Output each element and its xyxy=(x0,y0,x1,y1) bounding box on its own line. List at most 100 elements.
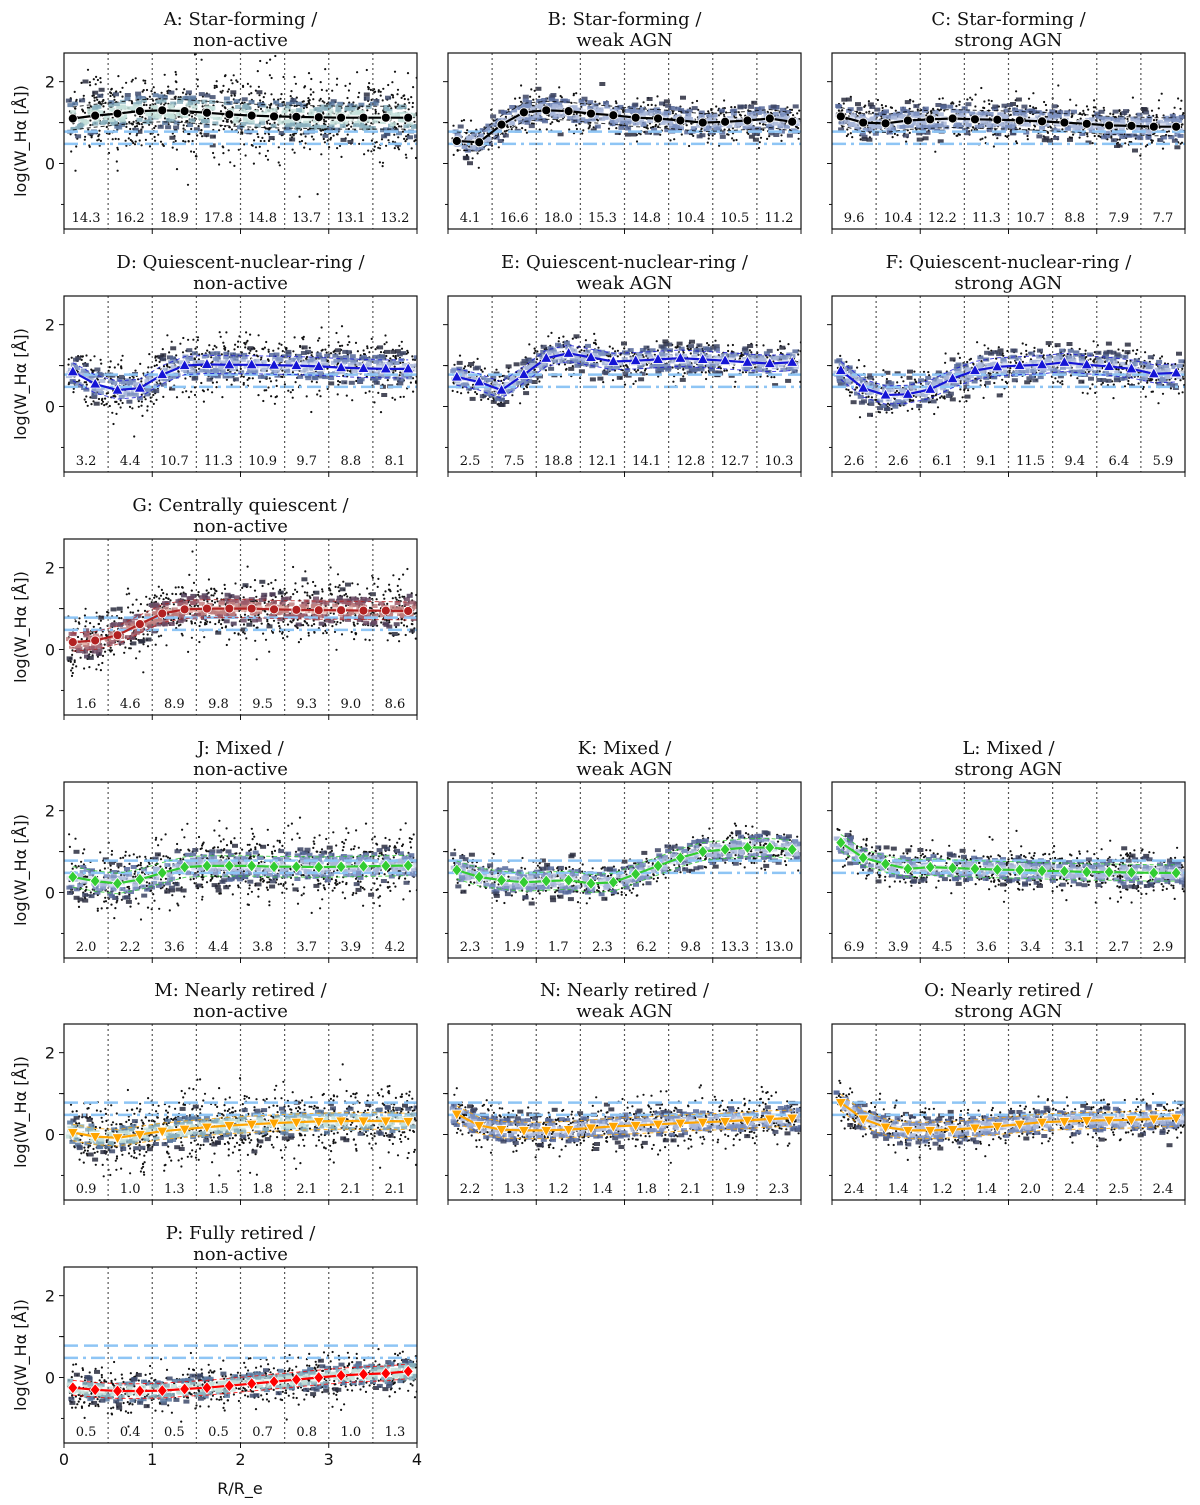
scatter-point xyxy=(171,132,174,135)
density-cell xyxy=(1085,140,1092,145)
scatter-point xyxy=(320,88,323,91)
scatter-point xyxy=(191,139,194,143)
scatter-point xyxy=(762,123,765,126)
density-cell xyxy=(705,113,712,118)
scatter-point xyxy=(279,97,282,100)
scatter-point xyxy=(1046,131,1050,134)
density-cell xyxy=(189,367,196,372)
density-cell xyxy=(110,121,117,126)
scatter-point xyxy=(312,91,315,94)
scatter-point xyxy=(206,349,209,352)
scatter-point xyxy=(308,127,311,130)
scatter-point xyxy=(400,340,403,343)
density-cell xyxy=(1049,114,1056,119)
scatter-point xyxy=(387,139,390,142)
density-cell xyxy=(784,115,790,120)
scatter-point xyxy=(1152,119,1156,122)
count-label: 14.3 xyxy=(72,211,101,226)
density-cell xyxy=(985,122,992,127)
density-cell xyxy=(268,136,275,140)
density-cell xyxy=(284,126,291,131)
density-cell xyxy=(296,355,303,360)
scatter-point xyxy=(225,378,228,381)
density-cell xyxy=(210,113,217,118)
density-cell xyxy=(114,124,121,129)
density-cell xyxy=(1112,109,1119,114)
scatter-point xyxy=(399,371,402,374)
scatter-point xyxy=(243,143,246,146)
scatter-point xyxy=(1079,117,1082,120)
scatter-point xyxy=(362,139,365,142)
density-cell xyxy=(165,125,172,130)
density-cell xyxy=(203,123,210,128)
scatter-point xyxy=(671,112,675,115)
scatter-point xyxy=(293,75,296,79)
median-marker xyxy=(653,113,663,124)
scatter-point xyxy=(291,148,294,151)
scatter-point xyxy=(213,84,216,87)
scatter-point xyxy=(635,140,639,143)
density-cell xyxy=(511,108,518,113)
density-cell xyxy=(413,355,417,360)
density-cell xyxy=(1033,120,1040,125)
scatter-point xyxy=(92,94,95,97)
density-cell xyxy=(1021,113,1028,118)
scatter-point xyxy=(556,119,559,122)
density-cell xyxy=(916,120,923,125)
density-cell xyxy=(299,103,306,108)
median-marker xyxy=(474,137,485,148)
density-cell xyxy=(282,108,289,112)
scatter-point xyxy=(397,136,400,139)
density-cell xyxy=(461,144,468,149)
scatter-point xyxy=(146,409,149,412)
density-cell xyxy=(209,351,216,356)
scatter-point xyxy=(167,50,169,52)
density-cell xyxy=(79,98,86,103)
median-marker xyxy=(1126,120,1137,131)
scatter-point xyxy=(89,84,92,87)
density-cell xyxy=(327,109,334,114)
scatter-point xyxy=(236,345,239,348)
scatter-point xyxy=(460,119,463,122)
density-cell xyxy=(153,383,160,388)
scatter-point xyxy=(402,94,405,98)
panel-title-line2: non-active xyxy=(193,30,288,51)
scatter-point xyxy=(374,112,377,115)
density-cell xyxy=(947,104,954,109)
density-cell xyxy=(534,117,541,122)
scatter-point xyxy=(230,121,233,124)
density-cell xyxy=(175,112,182,117)
median-marker xyxy=(496,119,507,130)
density-cell xyxy=(587,105,594,110)
scatter-point xyxy=(99,139,102,142)
scatter-point xyxy=(858,112,861,115)
count-label: 16.2 xyxy=(116,211,145,226)
density-cell xyxy=(731,111,737,116)
scatter-point xyxy=(305,395,308,398)
scatter-point xyxy=(220,91,223,94)
density-cell xyxy=(285,352,292,356)
scatter-point xyxy=(201,135,204,138)
scatter-point xyxy=(134,140,137,143)
median-marker xyxy=(880,118,891,129)
scatter-point xyxy=(129,138,132,142)
scatter-point xyxy=(309,93,312,96)
scatter-point xyxy=(174,139,177,143)
scatter-point xyxy=(337,380,340,383)
scatter-point xyxy=(93,99,96,102)
density-cell xyxy=(233,99,240,104)
density-cell xyxy=(216,116,223,121)
scatter-point xyxy=(190,353,193,356)
density-cell xyxy=(285,101,292,106)
density-cell xyxy=(1142,107,1149,112)
scatter-point xyxy=(91,369,94,372)
density-cell xyxy=(632,102,639,107)
scatter-point xyxy=(1126,117,1129,121)
density-cell xyxy=(75,134,82,139)
density-cell xyxy=(413,368,417,372)
scatter-point xyxy=(130,80,133,83)
scatter-point xyxy=(938,97,941,100)
scatter-point xyxy=(396,122,399,126)
scatter-point xyxy=(128,132,131,135)
